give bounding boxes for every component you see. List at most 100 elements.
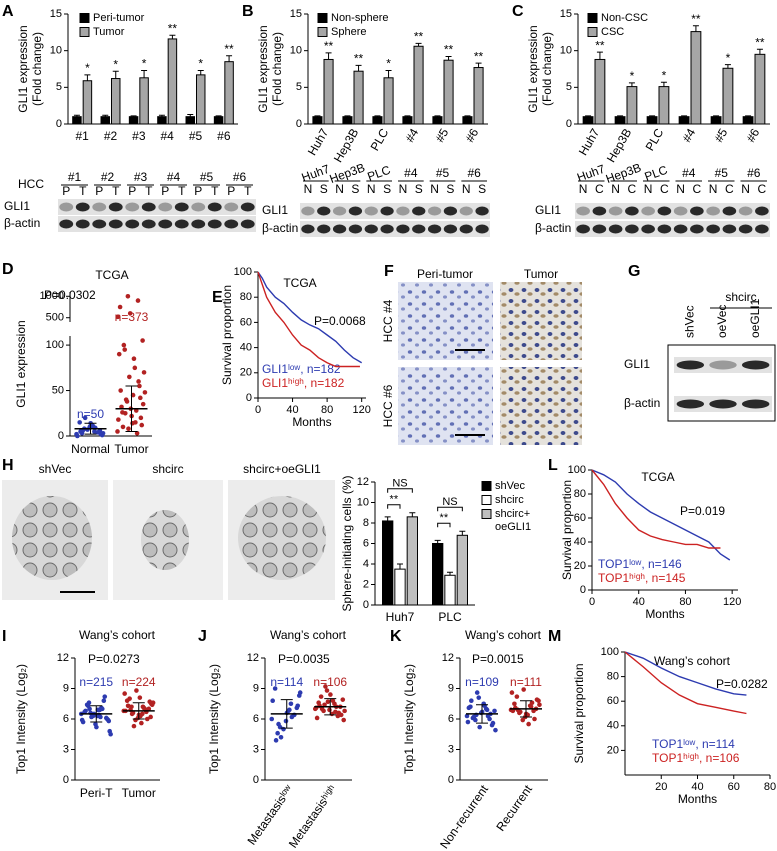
lane-label: oeGLI1 [748,298,762,338]
x-tick-label: #4 [403,126,422,145]
data-point [94,724,99,730]
y-axis-label: Survival proportion [560,480,574,580]
data-point [318,694,324,699]
data-point [105,717,111,723]
group-label: #3 [134,170,148,184]
x-tick-label: #4 [680,126,699,145]
data-point [116,417,121,422]
blot-band [576,206,590,216]
blot-band [690,206,704,216]
data-point [297,690,303,695]
significance: ** [444,43,454,57]
group-n-label: n=109 [465,675,499,689]
blot-strip [58,216,256,232]
survival-curve [257,271,363,364]
x-tick-label: 40 [633,596,645,608]
y-tick-label: 20 [240,367,252,379]
data-point [127,311,133,316]
data-point [528,704,534,710]
bar [473,67,484,125]
error-bar [314,115,321,117]
group-label: Hep3B [328,160,367,186]
blot-band [348,224,363,234]
data-point [138,415,144,421]
bracket [387,488,413,493]
group-n-label: n=224 [122,675,156,689]
data-point [133,717,138,723]
chart-title: TCGA [95,268,128,282]
sd-bar [324,698,337,716]
data-point [125,293,131,299]
survival-curve [257,271,360,368]
bracket-label: shcirc [725,290,756,304]
significance: ** [354,52,364,66]
y-tick-label: 0 [56,118,62,130]
legend-label: TOP1ʰⁱᵍʰ, n=145 [598,571,686,585]
blot-band [75,219,90,229]
blot-band [738,224,753,234]
blot-strip [58,199,256,215]
y-tick-label: 4 [363,558,369,570]
legend-label: Non-CSC [601,12,648,24]
error-bar [745,115,752,117]
data-point [269,716,275,722]
bar [372,116,383,125]
data-point [115,429,120,434]
row-label: GLI1 [535,203,561,217]
group-label: Hep3B [604,160,643,186]
y-tick-label: 0 [580,584,586,596]
sd-bar [90,705,103,723]
bar [443,59,454,125]
x-tick-label: Huh7 [305,126,332,158]
chart-title: Wang’s cohort [465,628,542,642]
p-value: P=0.0282 [716,677,768,691]
group-n-label: n=50 [77,407,104,421]
legend-label: Tumor [93,26,125,38]
y-tick-label: 10 [560,45,572,57]
y-tick-label: 9 [63,682,69,694]
data-point [136,379,141,384]
blot-band [706,224,720,234]
x-tick-label: 40 [691,781,703,793]
x-tick-label: Tumor [122,786,156,800]
lane-label: N [644,182,653,196]
group-label: #4 [167,170,181,184]
blot-band [576,224,590,234]
y-tick-label: 1000 [40,290,64,302]
y-axis-label: GLI1 expression [14,320,28,407]
y-tick-label: 100 [234,266,252,278]
blot-band [755,224,769,234]
data-point [526,721,531,727]
error-bar [713,115,720,117]
lane-label: C [595,182,604,196]
blot-band [364,224,378,234]
data-point [485,713,491,719]
data-point [146,706,152,712]
x-tick-label: PLC [368,126,392,154]
blot-band [412,224,426,234]
data-point [78,429,83,434]
data-point [77,420,82,425]
blot-band [676,360,705,370]
group-label: #4 [404,166,418,180]
bar [582,116,594,125]
blot-band [240,219,255,229]
error-bar [112,70,119,79]
x-tick-label: 0 [589,596,595,608]
blot-band [332,206,347,216]
bar [128,116,139,125]
y-tick-label: 8 [363,517,369,529]
blot-band [207,202,222,212]
group-n-label: n=106 [313,675,347,689]
bar [462,116,473,125]
significance: ** [440,512,449,524]
blot-band [625,206,639,216]
sd-bar [476,704,488,724]
bar [353,70,364,125]
blot-band [673,224,688,234]
x-tick-label: #3 [132,129,146,143]
data-point [139,720,144,726]
data-point [288,701,294,707]
legend-swatch [481,509,492,519]
group-n-label: n=373 [115,310,149,324]
